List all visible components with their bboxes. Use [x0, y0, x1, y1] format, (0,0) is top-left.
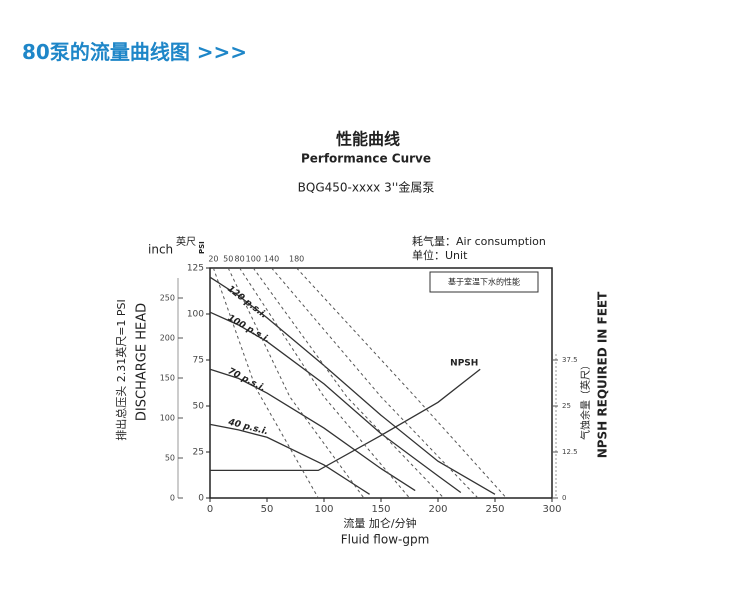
y3-tick-label: 250 — [160, 294, 175, 303]
y2-tick-label: 0 — [562, 494, 566, 502]
y-axis-label: 排出总压头 2.31英尺=1 PSI — [114, 299, 128, 441]
y2-tick-label: 12.5 — [562, 448, 578, 456]
y2-tick-label: 25 — [562, 402, 571, 410]
y-tick-label: 25 — [193, 448, 204, 458]
curve-label: 50 — [223, 255, 233, 264]
curve-label: NPSH — [450, 359, 478, 369]
note: 基于室温下水的性能 — [448, 277, 520, 287]
x-tick-label: 300 — [542, 504, 561, 515]
curve-label: 140 — [264, 255, 279, 264]
y-tick-label: 50 — [193, 402, 205, 412]
x-tick-label: 0 — [207, 504, 213, 515]
line-series — [210, 368, 481, 472]
line-series — [209, 311, 462, 494]
x-tick-label: 50 — [261, 504, 274, 515]
y3-tick-label: 50 — [165, 454, 175, 463]
curve-label: 70 p.s.i. — [226, 366, 267, 394]
y-tick-label: 125 — [187, 264, 204, 274]
unit-label: 英尺 — [176, 235, 196, 248]
line-series — [271, 267, 479, 499]
y3-tick-label: 100 — [160, 414, 175, 423]
y3-tick-label: 0 — [170, 494, 175, 503]
unit-label: inch — [148, 243, 173, 257]
chart-subtitle: Performance Curve — [301, 152, 431, 166]
x-axis-label: Fluid flow-gpm — [341, 533, 430, 547]
note-box — [429, 271, 539, 293]
y-tick-label: 100 — [187, 310, 204, 320]
line-series — [209, 423, 370, 495]
curve-label: 100 — [246, 255, 261, 264]
y2-axis-label: 气蚀余量（英尺） — [579, 360, 592, 440]
y2-axis-label: NPSH REQUIRED IN FEET — [596, 291, 610, 458]
x-tick-label: 250 — [485, 504, 504, 515]
line-series — [296, 267, 507, 499]
y3-tick-label: 150 — [160, 374, 175, 383]
curve-label: 80 — [235, 255, 245, 264]
y-tick-label: 75 — [193, 356, 204, 366]
legend-text: 耗气量：Air consumption — [412, 234, 546, 248]
y2-tick-label: 37.5 — [562, 356, 578, 364]
legend-text: 单位：Unit — [412, 248, 468, 262]
line-series — [239, 267, 410, 499]
y-tick-label: 0 — [198, 494, 204, 504]
curve-label: 180 — [289, 255, 304, 264]
curve-label: 100 p.s.i. — [226, 313, 272, 345]
x-tick-label: 100 — [314, 504, 333, 515]
x-tick-label: 200 — [428, 504, 447, 515]
y3-tick-label: 200 — [160, 334, 175, 343]
chart-title: 性能曲线 — [336, 130, 400, 149]
unit-label: PSI — [198, 241, 206, 254]
page-title: 80泵的流量曲线图 >>> — [22, 40, 248, 64]
line-series — [212, 267, 319, 499]
line-series — [209, 368, 416, 492]
y-axis-label: DISCHARGE HEAD — [135, 303, 150, 421]
x-tick-label: 150 — [371, 504, 390, 515]
line-series — [252, 267, 445, 499]
x-axis-label: 流量 加仑/分钟 — [343, 516, 416, 530]
curve-label: 40 p.s.i. — [226, 417, 269, 437]
curve-label: 20 — [208, 255, 218, 264]
model: BQG450-xxxx 3''金属泵 — [298, 180, 435, 195]
